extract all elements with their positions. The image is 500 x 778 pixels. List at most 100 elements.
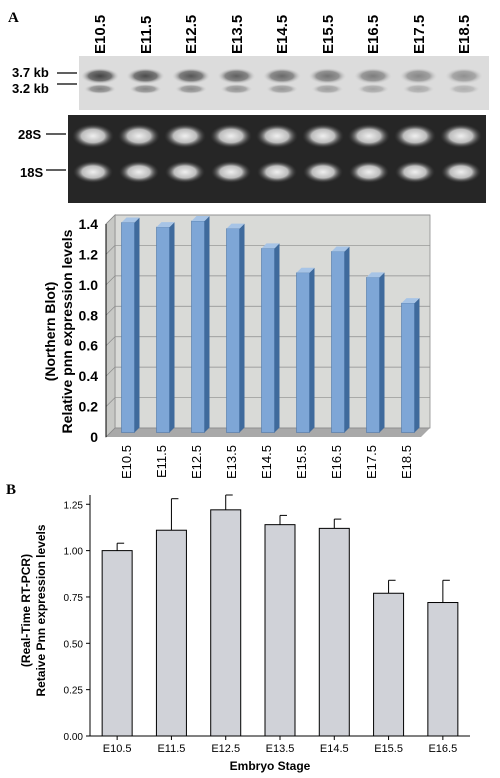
blot-lane-label: E17.5 (410, 14, 428, 54)
x-tick-label: E18.5 (399, 445, 414, 479)
chart-side-wall (105, 214, 116, 438)
bar-rect (264, 524, 296, 737)
blot-band (84, 84, 116, 94)
y-tick-label: 0 (90, 429, 98, 445)
bar-top (226, 223, 245, 229)
chart-a-gridline (105, 275, 116, 286)
blot-band (129, 84, 162, 94)
bar (226, 223, 245, 433)
real-time-rtpcr-bar-chart: 0.00 0.25 0.50 0.75 1.00 1.25 E10.5 E11.5 E12.5 E… (19, 494, 470, 773)
x-tick-label: E16.5 (329, 445, 344, 479)
blot-band (220, 84, 253, 94)
bar-front (331, 251, 345, 433)
blot-band (308, 68, 347, 84)
band-label-3-7kb: 3.7 kb (12, 65, 49, 80)
rrna-label-18s: 18S (20, 165, 44, 180)
bar-side (309, 267, 315, 433)
y-tick-label: 1.25 (64, 500, 84, 511)
blot-band (126, 68, 165, 84)
chart-a-gridline (105, 427, 116, 438)
bar-rect (373, 592, 405, 737)
bar (373, 579, 405, 740)
x-tick-label: E13.5 (266, 743, 295, 755)
bar (155, 498, 187, 740)
y-tick-label: 0.25 (64, 686, 84, 697)
bar-rect (427, 602, 459, 737)
chart-a-gridline (105, 397, 116, 407)
x-tick-label: E14.5 (320, 743, 349, 755)
band-label-3-2kb: 3.2 kb (12, 81, 49, 96)
blot-lane-label: E11.5 (137, 15, 155, 54)
blot-lane-label: E12.5 (183, 14, 200, 54)
y-tick-label: 0.4 (79, 368, 99, 384)
rrna-band-18s (257, 161, 297, 183)
rrna-band-28s (256, 124, 298, 148)
y-axis-label: Relative pnn expression levels (59, 229, 75, 433)
rrna-band-18s (395, 161, 435, 183)
blot-band (402, 84, 435, 94)
bar-top (331, 246, 350, 252)
bar-side (134, 217, 140, 433)
bar-side (239, 223, 245, 433)
rrna-band-18s (441, 161, 481, 183)
chart-a-gridline (105, 336, 116, 346)
rrna-band-28s (118, 124, 160, 148)
x-tick-label: E16.5 (428, 743, 457, 755)
y-tick-label: 0.75 (64, 593, 84, 604)
bar-rect (101, 550, 133, 737)
y-tick-label: 0.6 (79, 338, 99, 354)
bar (101, 542, 133, 740)
blot-lane-label: E15.5 (319, 14, 337, 54)
panel-a-letter: A (8, 10, 19, 26)
y-axis-label: Retaive Pnn expression levels (34, 524, 48, 696)
x-tick-label: E10.5 (103, 743, 132, 755)
rrna-band-28s (72, 124, 114, 148)
blot-band (448, 84, 480, 94)
bar (261, 243, 280, 433)
blot-band (217, 68, 256, 84)
rrna-band-28s (394, 124, 436, 148)
bar-side (414, 298, 420, 433)
y-tick-label: 1.00 (64, 547, 84, 558)
rrna-band-28s (302, 124, 344, 148)
blot-lane-label: E14.5 (274, 14, 291, 54)
blot-band (266, 84, 298, 94)
bar (210, 494, 242, 740)
y-tick-label: 0.2 (79, 399, 99, 415)
chart-a-gridline (105, 366, 116, 377)
bar-front (226, 228, 240, 433)
rrna-marker-lines (46, 133, 66, 171)
rrna-band-18s (349, 161, 389, 183)
bar (318, 518, 350, 740)
panel-b-letter: B (6, 482, 17, 498)
x-tick-label: E14.5 (259, 445, 274, 479)
x-tick-label: E15.5 (294, 445, 309, 479)
x-tick-label: E12.5 (189, 445, 204, 479)
rrna-label-28s: 28S (18, 127, 42, 142)
bar-top (191, 216, 210, 222)
bar-rect (210, 509, 242, 737)
chart-a-gridline (105, 245, 116, 255)
rrna-gel-image (68, 115, 486, 203)
x-tick-label: E11.5 (157, 743, 185, 755)
bar-top (296, 267, 315, 273)
northern-blot-image (79, 56, 489, 110)
bar-front (296, 272, 310, 433)
rrna-band-28s (440, 124, 482, 148)
bar-front (191, 220, 205, 433)
y-tick-label: 1.2 (79, 246, 99, 262)
bar-side (379, 272, 385, 433)
bar (264, 514, 296, 740)
blot-band (311, 84, 344, 94)
x-tick-label: E12.5 (211, 743, 240, 755)
blot-band (354, 68, 392, 84)
rrna-band-18s (303, 161, 343, 183)
bar-rect (155, 529, 187, 737)
x-axis-label: Embryo Stage (230, 759, 311, 773)
blot-band (263, 68, 301, 84)
blot-band (357, 84, 389, 94)
bar-front (401, 302, 415, 433)
bar-front (156, 226, 170, 433)
y-tick-label: 0.00 (64, 732, 84, 743)
bar-side (344, 246, 350, 433)
